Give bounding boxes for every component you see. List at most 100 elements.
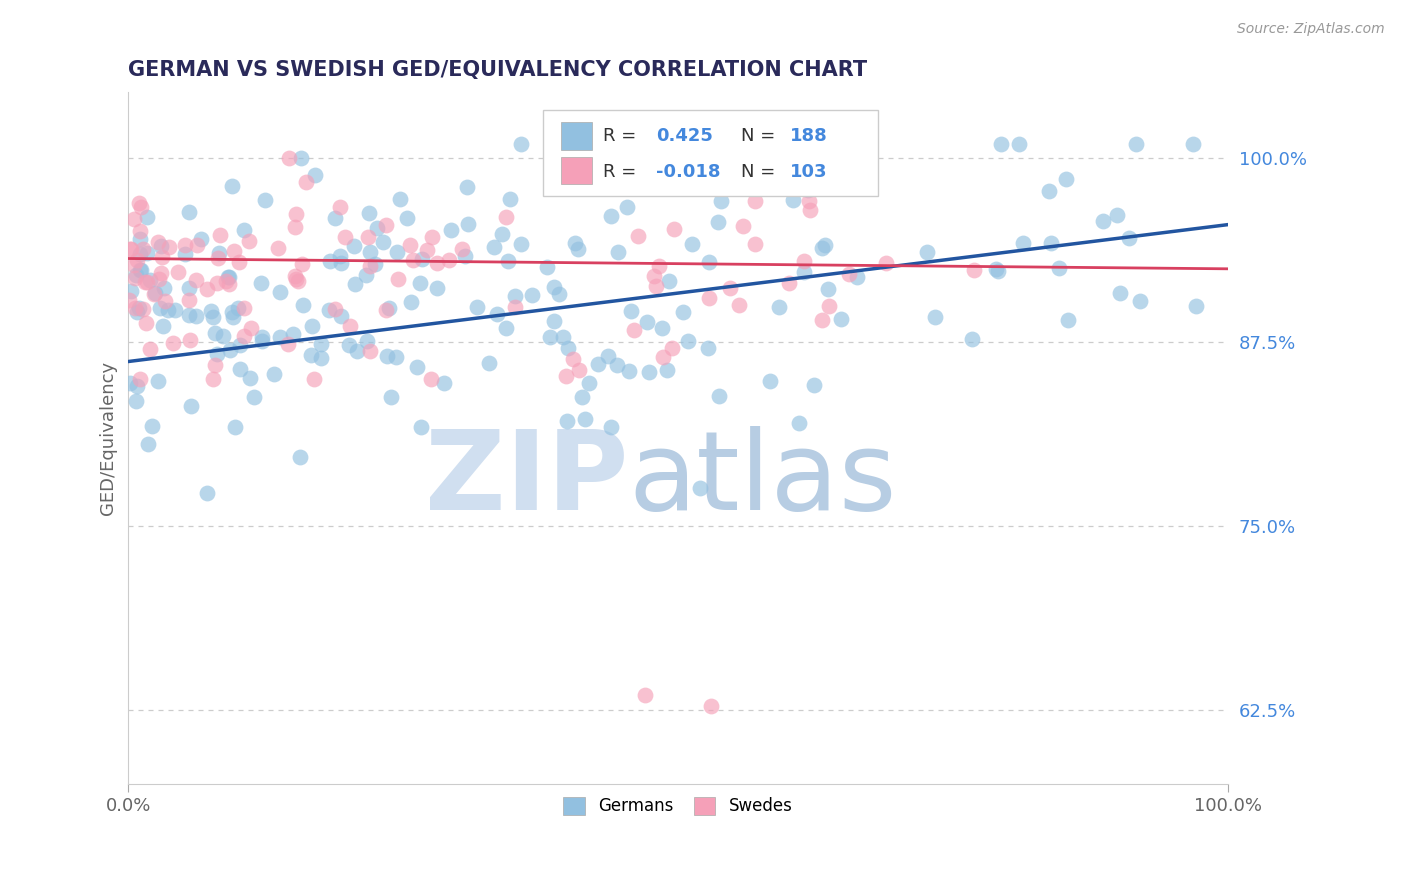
Point	[179, 334, 201, 348]
Point	[218, 277, 240, 291]
Point	[571, 390, 593, 404]
Point	[538, 330, 561, 344]
Point	[218, 270, 240, 285]
Point	[578, 376, 600, 391]
Point	[190, 232, 212, 246]
Point	[304, 372, 326, 386]
Point	[405, 359, 427, 374]
Point	[224, 244, 246, 259]
Point	[844, 167, 866, 181]
Point	[697, 291, 720, 305]
Point	[269, 285, 291, 299]
Point	[337, 337, 360, 351]
Point	[682, 236, 704, 251]
Point	[782, 193, 804, 207]
Point	[567, 243, 589, 257]
Point	[299, 348, 322, 362]
Point	[149, 301, 172, 315]
Point	[962, 263, 984, 277]
Point	[557, 341, 579, 355]
Point	[357, 206, 380, 220]
Point	[1118, 231, 1140, 245]
Point	[728, 297, 751, 311]
Point	[309, 337, 332, 351]
Point	[661, 341, 683, 355]
Point	[623, 322, 645, 336]
Point	[343, 239, 366, 253]
Point	[1185, 299, 1208, 313]
Point	[329, 249, 352, 263]
Text: R =: R =	[603, 162, 637, 181]
Point	[707, 389, 730, 403]
Point	[638, 365, 661, 379]
Point	[215, 274, 238, 288]
Point	[186, 238, 208, 252]
Point	[399, 237, 422, 252]
Point	[378, 301, 401, 315]
Point	[323, 302, 346, 317]
Point	[233, 223, 256, 237]
Point	[817, 282, 839, 296]
Point	[290, 151, 312, 165]
Point	[208, 246, 231, 260]
Point	[568, 362, 591, 376]
Point	[129, 200, 152, 214]
Point	[343, 277, 366, 291]
Point	[346, 343, 368, 358]
Point	[129, 263, 152, 277]
Point	[204, 359, 226, 373]
Point	[495, 321, 517, 335]
Point	[478, 356, 501, 370]
FancyBboxPatch shape	[543, 110, 877, 196]
Point	[250, 329, 273, 343]
Point	[335, 229, 357, 244]
Point	[243, 390, 266, 404]
Point	[672, 305, 695, 319]
Point	[599, 420, 621, 434]
Point	[818, 299, 841, 313]
Point	[811, 313, 834, 327]
Point	[232, 301, 254, 315]
Point	[132, 301, 155, 316]
Point	[162, 335, 184, 350]
Point	[960, 332, 983, 346]
Point	[146, 235, 169, 250]
Point	[778, 276, 800, 290]
Y-axis label: GED/Equivalency: GED/Equivalency	[100, 361, 117, 515]
Point	[373, 235, 395, 249]
Point	[495, 210, 517, 224]
Point	[689, 481, 711, 495]
Point	[165, 302, 187, 317]
Point	[987, 264, 1010, 278]
Point	[482, 240, 505, 254]
Point	[457, 217, 479, 231]
Point	[433, 376, 456, 390]
Point	[221, 179, 243, 194]
Point	[226, 301, 249, 315]
Point	[139, 273, 162, 287]
Point	[450, 242, 472, 256]
Point	[616, 200, 638, 214]
Point	[129, 224, 152, 238]
Point	[799, 203, 821, 218]
Point	[202, 372, 225, 386]
Point	[284, 219, 307, 234]
Point	[207, 252, 229, 266]
Point	[205, 347, 228, 361]
Point	[744, 194, 766, 208]
Point	[644, 279, 666, 293]
Point	[676, 334, 699, 348]
Point	[1108, 285, 1130, 300]
Point	[323, 211, 346, 225]
Point	[117, 293, 139, 307]
Point	[228, 361, 250, 376]
Point	[1129, 294, 1152, 309]
Point	[152, 318, 174, 333]
Point	[233, 328, 256, 343]
Point	[157, 240, 180, 254]
Point	[129, 232, 152, 246]
Point	[420, 372, 443, 386]
Point	[122, 258, 145, 272]
Point	[657, 362, 679, 376]
Point	[797, 183, 820, 197]
